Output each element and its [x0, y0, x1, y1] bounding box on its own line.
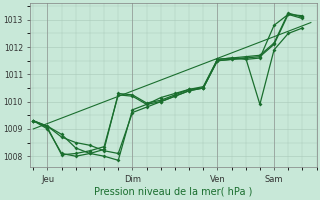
- X-axis label: Pression niveau de la mer( hPa ): Pression niveau de la mer( hPa ): [94, 187, 253, 197]
